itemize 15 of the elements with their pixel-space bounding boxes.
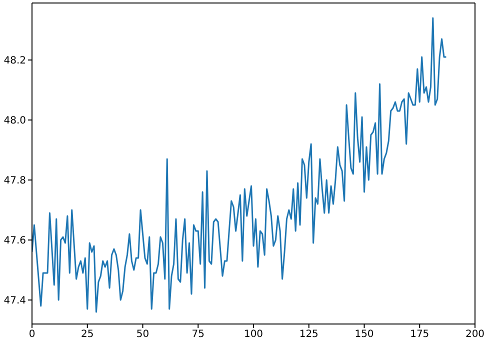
y-tick-label: 48.2	[4, 56, 26, 67]
x-tick-label: 75	[192, 329, 204, 340]
x-tick-label: 0	[28, 329, 36, 340]
x-tick-label: 200	[465, 329, 485, 340]
y-tick-label: 47.4	[4, 296, 26, 307]
y-tick-label: 48.0	[4, 116, 26, 127]
y-tick-label: 47.6	[4, 236, 26, 247]
x-tick-label: 175	[410, 329, 430, 340]
line-series	[32, 17, 447, 313]
y-tick-label: 47.8	[4, 176, 26, 187]
x-tick-label: 50	[136, 329, 150, 340]
x-tick-label: 150	[354, 329, 374, 340]
x-tick-label: 100	[244, 329, 264, 340]
x-tick-label: 125	[299, 329, 318, 340]
x-tick-label: 25	[81, 329, 94, 340]
